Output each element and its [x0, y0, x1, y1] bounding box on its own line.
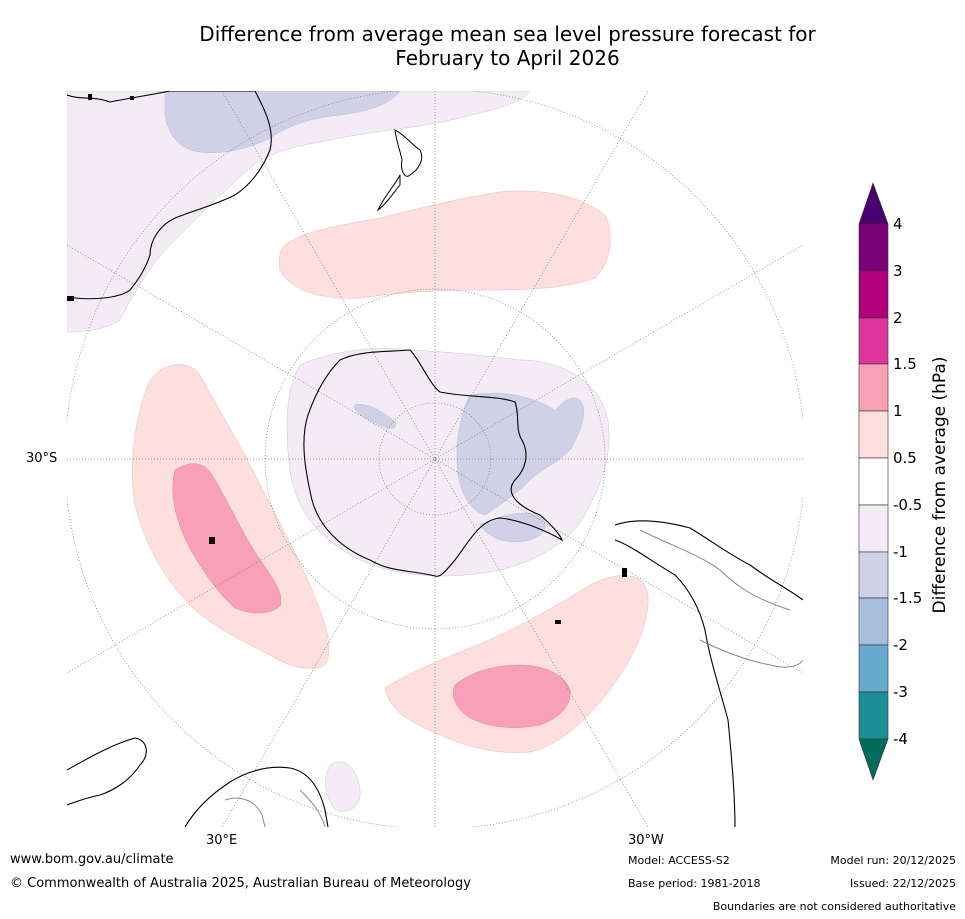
anomaly-region-plus-0.5-atlantic [384, 575, 649, 753]
legend-tick-label: 3 [893, 262, 903, 280]
anomaly-region-plus-1-atlantic [452, 664, 571, 728]
islands [67, 94, 627, 624]
map-area [67, 91, 803, 827]
title-line-2: February to April 2026 [395, 46, 620, 70]
anomaly-region-plus-1-indian [172, 463, 282, 614]
footer-base-period: Base period: 1981-2018 [628, 877, 761, 890]
footer-model-run: Model run: 20/12/2025 [830, 854, 956, 867]
colorbar-band-1-1.5 [858, 363, 889, 412]
latitude-label-30s: 30°S [26, 451, 58, 466]
colorbar-band-3-4 [858, 223, 889, 272]
legend-tick-label: 1.5 [893, 355, 917, 373]
graticule [67, 91, 803, 827]
colorbar-band-2-3 [858, 270, 889, 319]
legend-colorbar [858, 182, 889, 781]
legend-tick-label: -0.5 [893, 496, 923, 514]
colorbar-band-minus-1 [858, 551, 889, 599]
colorbar-band-minus-2 [858, 644, 889, 693]
africa-grey-borders [224, 789, 326, 827]
footer-issued: Issued: 22/12/2025 [849, 877, 956, 890]
anomaly-region-plus-0.5-pacific [278, 190, 611, 299]
antarctica-coastline [303, 349, 564, 577]
title-line-1: Difference from average mean sea level p… [199, 22, 816, 46]
legend-tick-label: -1 [893, 543, 908, 561]
footer-disclaimer: Boundaries are not considered authoritat… [712, 900, 956, 913]
anomaly-region-minus-0.5-south [325, 761, 361, 812]
south-america-grey-borders [639, 529, 803, 668]
colorbar-band-minus-0.5 [858, 504, 889, 553]
anomaly-region-minus-0.5-antarctic [286, 348, 610, 577]
south-america-coastline [614, 520, 803, 827]
legend-tick-label: -3 [893, 683, 908, 701]
anomaly-region-minus-1-small [354, 404, 396, 429]
legend-tick-label: 0.5 [893, 449, 917, 467]
africa-coastline [67, 737, 329, 827]
map-title: Difference from average mean sea level p… [0, 22, 965, 70]
footer-copyright: © Commonwealth of Australia 2025, Austra… [10, 876, 471, 891]
colorbar-extend-bottom [858, 738, 889, 781]
colorbar-band-1.5-2 [858, 317, 889, 365]
colorbar-band-0.5-1 [858, 410, 889, 459]
legend-tick-label: -2 [893, 636, 908, 654]
legend-tick-label: -4 [893, 730, 908, 748]
anomaly-region-minus-1-weddell [456, 392, 584, 516]
legend-tick-label: 2 [893, 309, 903, 327]
anomaly-region-minus-0.5-north [67, 91, 531, 333]
longitude-label-30e: 30°E [206, 833, 238, 848]
footer-model: Model: ACCESS-S2 [628, 854, 730, 867]
longitude-label-30w: 30°W [628, 833, 664, 848]
colorbar-band-minus-1.5 [858, 597, 889, 646]
colorbar-band-neutral [858, 457, 889, 506]
colorbar-extend-top [858, 182, 889, 225]
legend-title: Difference from average (hPa) [930, 356, 950, 614]
anomaly-region-minus-1-north [164, 91, 401, 153]
legend-tick-label: 1 [893, 402, 903, 420]
footer-website-link[interactable]: www.bom.gov.au/climate [10, 852, 174, 867]
legend-tick-label: 4 [893, 215, 903, 233]
anomaly-region-minus-1-peninsula [479, 512, 546, 543]
colorbar-band-minus-3 [858, 691, 889, 740]
new-zealand-coastline [376, 129, 423, 212]
legend-tick-label: -1.5 [893, 589, 923, 607]
